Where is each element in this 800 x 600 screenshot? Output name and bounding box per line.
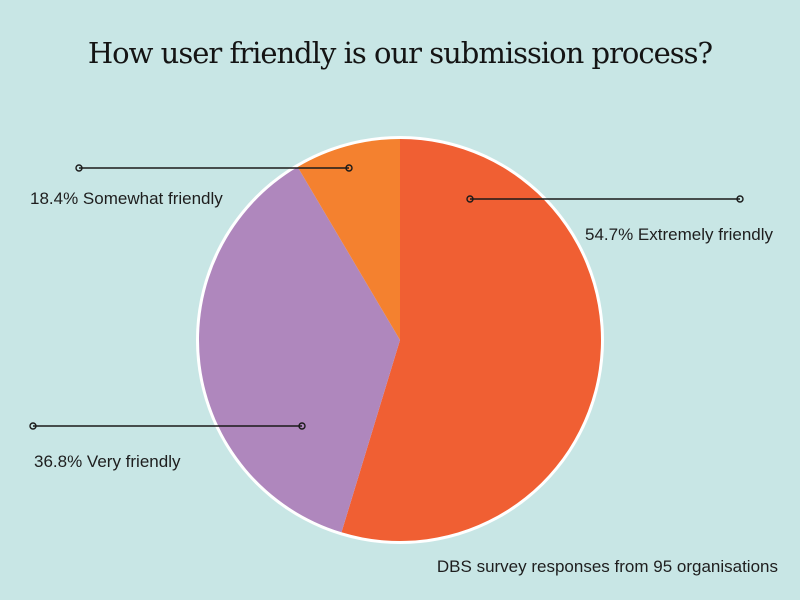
pie-slice-extremely-friendly: [341, 139, 601, 541]
pie-slice-very-friendly: [198, 166, 400, 533]
leader-dot-somewhat-friendly-inner: [345, 164, 353, 172]
chart-caption: DBS survey responses from 95 organisatio…: [436, 557, 778, 576]
leader-dot-very-friendly-inner: [298, 422, 306, 430]
pie-slice-somewhat-friendly: [297, 139, 400, 340]
slice-label-extremely-friendly: 54.7% Extremely friendly: [585, 225, 774, 244]
leader-dot-extremely-friendly-outer: [736, 195, 744, 203]
leader-dot-extremely-friendly-inner: [466, 195, 474, 203]
chart-title: How user friendly is our submission proc…: [87, 36, 713, 70]
slice-label-somewhat-friendly: 18.4% Somewhat friendly: [30, 189, 223, 208]
slice-label-very-friendly: 36.8% Very friendly: [34, 452, 181, 471]
leader-dot-somewhat-friendly-outer: [75, 164, 83, 172]
leader-dot-very-friendly-outer: [29, 422, 37, 430]
